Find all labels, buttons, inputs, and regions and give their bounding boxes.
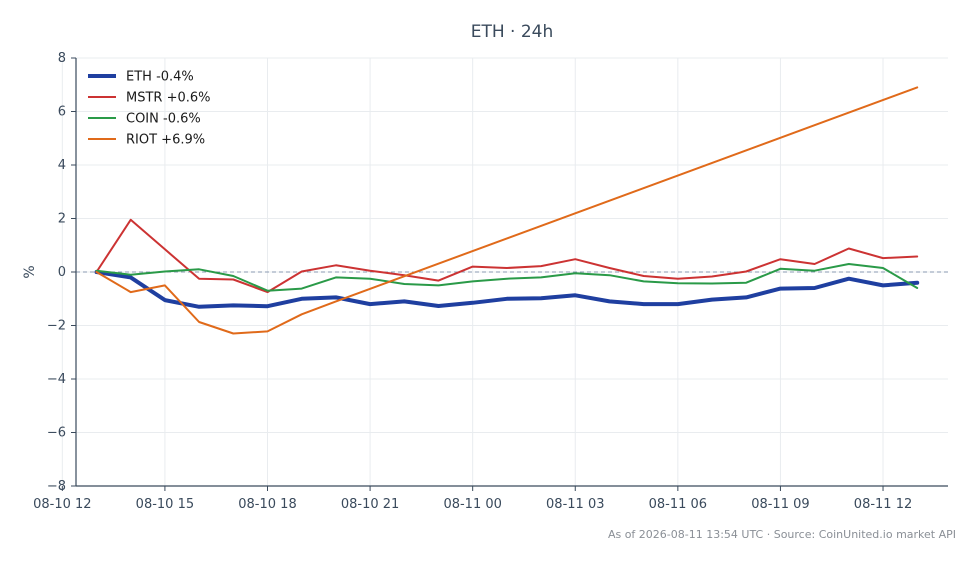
x-tick-label: 08-10 12 (33, 497, 91, 512)
x-tick-labels: 08-10 12 08-10 15 08-10 18 08-10 21 08-11 00… (33, 497, 912, 512)
x-tick-label: 08-10 21 (341, 497, 399, 512)
x-tick-label: 08-11 00 (443, 497, 501, 512)
series-line-3 (95, 263, 919, 292)
x-tick-label: 08-11 09 (751, 497, 809, 512)
y-tick-label: 2 (58, 212, 66, 227)
y-tick-label: 4 (58, 158, 66, 173)
y-tick-label: −2 (47, 319, 66, 334)
series-lines (94, 86, 920, 335)
y-tick-label: −6 (47, 426, 66, 441)
x-tick-label: 08-10 18 (238, 497, 296, 512)
x-tick-label: 08-11 06 (649, 497, 707, 512)
y-tick-labels: −8 −6 −4 −2 0 2 4 6 8 (47, 51, 66, 494)
legend-label: MSTR +0.6% (126, 91, 211, 106)
legend-label: COIN -0.6% (126, 112, 201, 127)
footer-source: As of 2026-08-11 13:54 UTC · Source: Coi… (608, 528, 956, 541)
legend-label: RIOT +6.9% (126, 133, 205, 148)
y-tick-label: 0 (58, 265, 66, 280)
y-axis-label: % (22, 265, 38, 278)
chart-title: ETH · 24h (471, 22, 554, 42)
x-tick-label: 08-10 15 (136, 497, 194, 512)
x-tick-label: 08-11 12 (854, 497, 912, 512)
y-tick-label: −8 (47, 479, 66, 494)
legend: ETH -0.4% MSTR +0.6% COIN -0.6% RIOT +6.9% (88, 70, 211, 148)
series-line-2 (95, 218, 919, 294)
y-tick-label: 8 (58, 51, 66, 66)
series-line-4 (95, 86, 919, 335)
x-tick-label: 08-11 03 (546, 497, 604, 512)
y-tick-label: −4 (47, 372, 66, 387)
axes (61, 57, 948, 491)
y-tick-label: 6 (58, 105, 66, 120)
legend-label: ETH -0.4% (126, 70, 194, 85)
series-line-1 (94, 270, 920, 309)
